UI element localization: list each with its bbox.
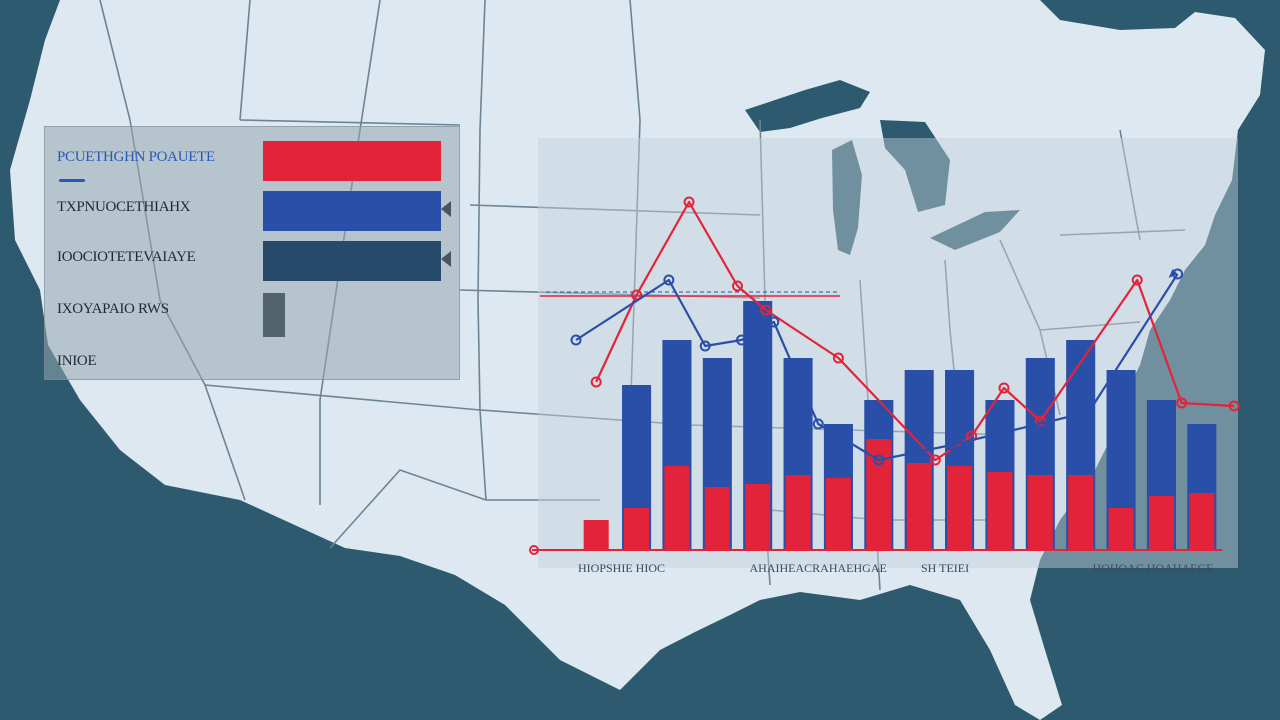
legend-swatch-slate (263, 293, 285, 337)
bar-red-9 (906, 463, 932, 550)
legend-item-1: PCUETHGHN POAUETE (45, 135, 459, 183)
chart-area: HIOPSHIE HIOC AHAIHEACRAHAEHGAE SH TEIEI HO… (529, 138, 1240, 575)
lake-michigan (832, 140, 862, 255)
line-point-blue-5 (768, 316, 780, 328)
legend-underline (59, 179, 85, 182)
bar-red-15 (1148, 496, 1174, 550)
legend-item-5: INIOE (45, 339, 459, 387)
line-point-red-4 (732, 280, 743, 292)
line-point-red-5 (760, 304, 772, 316)
legend-label-1: PCUETHGHN POAUETE (57, 149, 215, 165)
x-axis-label-2: AHAIHEACRAHAEHGAE (750, 561, 887, 575)
legend-swatch-blue (263, 191, 441, 231)
bar-red-1 (583, 520, 609, 550)
line-point-red-13 (1228, 400, 1240, 412)
line-point-red-7 (929, 454, 941, 466)
bar-red-5 (745, 484, 771, 550)
lake-erie (930, 210, 1020, 250)
bar-red-2 (624, 508, 650, 550)
line-point-blue-9 (1083, 406, 1095, 418)
x-axis-label-1: HIOPSHIE HIOC (578, 561, 665, 575)
legend-panel: PCUETHGHN POAUETE TXPNUOCETHIAHX IOOCIOT… (44, 126, 460, 380)
bar-red-3 (664, 466, 690, 550)
legend-swatch-navy (263, 241, 441, 281)
line-point-blue-7 (873, 454, 885, 466)
axis-origin-marker (529, 545, 539, 555)
legend-item-3: IOOCIOTETEVAIAYE (45, 235, 459, 283)
legend-swatch-red (263, 141, 441, 181)
bar-red-11 (987, 472, 1013, 550)
line-point-blue-6 (812, 418, 824, 430)
bar-red-7 (825, 478, 851, 550)
bar-red-4 (704, 487, 730, 550)
legend-label-4: IXOYAPAIO RWS (57, 301, 169, 317)
legend-label-5: INIOE (57, 353, 97, 369)
legend-label-2: TXPNUOCETHIAHX (57, 199, 191, 215)
bar-red-16 (1189, 493, 1215, 550)
bar-red-10 (947, 466, 973, 550)
trend-arrow-icon (1168, 269, 1178, 278)
swatch-arrow-icon (441, 201, 451, 217)
line-point-red-9 (998, 382, 1010, 394)
line-point-red-6 (832, 352, 844, 364)
lake-huron (880, 120, 950, 212)
line-point-red-10 (1034, 415, 1046, 427)
bar-red-6 (785, 475, 811, 550)
line-blue (575, 273, 1179, 462)
lake-superior (745, 80, 870, 132)
line-point-red-2 (631, 289, 643, 301)
line-point-blue-3 (699, 340, 711, 352)
legend-label-3: IOOCIOTETEVAIAYE (57, 249, 196, 265)
line-point-blue-2 (663, 274, 675, 286)
line-red (595, 200, 1235, 462)
bar-red-13 (1068, 475, 1094, 550)
bar-red-12 (1027, 475, 1053, 550)
x-axis-label-3: SH TEIEI (921, 561, 969, 575)
legend-item-2: TXPNUOCETHIAHX (45, 185, 459, 233)
line-point-red-12 (1176, 397, 1188, 409)
x-axis-label-4: HOHOAC HOAHAEGE (1093, 561, 1214, 575)
line-point-red-11 (1131, 274, 1143, 286)
bar-red-14 (1108, 508, 1134, 550)
line-point-blue-4 (736, 334, 748, 346)
line-point-blue-8 (945, 439, 957, 451)
line-point-red-3 (683, 196, 695, 208)
line-point-blue-1 (570, 334, 582, 346)
line-point-red-1 (590, 376, 602, 388)
legend-item-4: IXOYAPAIO RWS (45, 287, 459, 337)
swatch-arrow-icon (441, 251, 451, 267)
